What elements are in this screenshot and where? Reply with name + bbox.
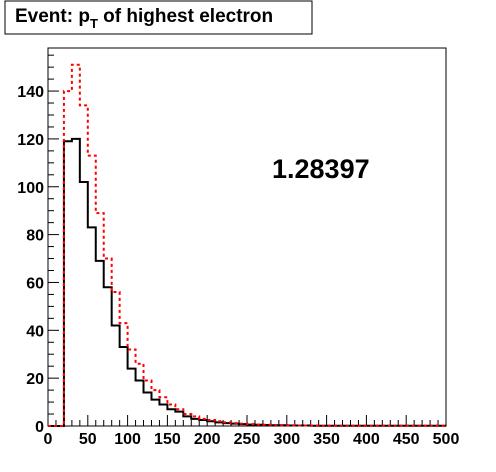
x-tick-label: 250	[234, 431, 261, 448]
y-tick-label: 100	[17, 180, 44, 197]
x-tick-label: 400	[353, 431, 380, 448]
y-tick-label: 140	[17, 84, 44, 101]
title-suffix: of highest electron	[98, 6, 273, 27]
chart-title: Event: pT of highest electron	[15, 6, 273, 31]
y-tick-label: 80	[26, 228, 44, 245]
x-tick-label: 150	[154, 431, 181, 448]
x-tick-label: 300	[273, 431, 300, 448]
y-tick-label: 60	[26, 275, 44, 292]
x-tick-label: 200	[194, 431, 221, 448]
y-tick-label: 0	[35, 419, 44, 436]
title-box	[4, 0, 313, 35]
plot-frame	[47, 47, 447, 427]
axis-tick-labels: 0 50 100 150 200 250 300 350 400 450 500 0 20 40 60 80 1…	[17, 84, 459, 448]
title-prefix: Event: p	[15, 6, 90, 27]
title-subscript: T	[90, 16, 98, 31]
x-tick-label: 500	[433, 431, 460, 448]
annotation-value: 1.28397	[272, 154, 370, 184]
histogram-series-red-dashed	[48, 63, 446, 427]
x-tick-label: 50	[79, 431, 97, 448]
y-tick-label: 20	[26, 371, 44, 388]
y-tick-label: 40	[26, 323, 44, 340]
x-tick-label: 350	[313, 431, 340, 448]
x-tick-label: 100	[114, 431, 141, 448]
axis-ticks	[47, 54, 447, 427]
x-tick-label: 0	[44, 431, 53, 448]
histogram-series-black	[48, 137, 446, 427]
y-tick-label: 120	[17, 132, 44, 149]
x-tick-label: 450	[393, 431, 420, 448]
